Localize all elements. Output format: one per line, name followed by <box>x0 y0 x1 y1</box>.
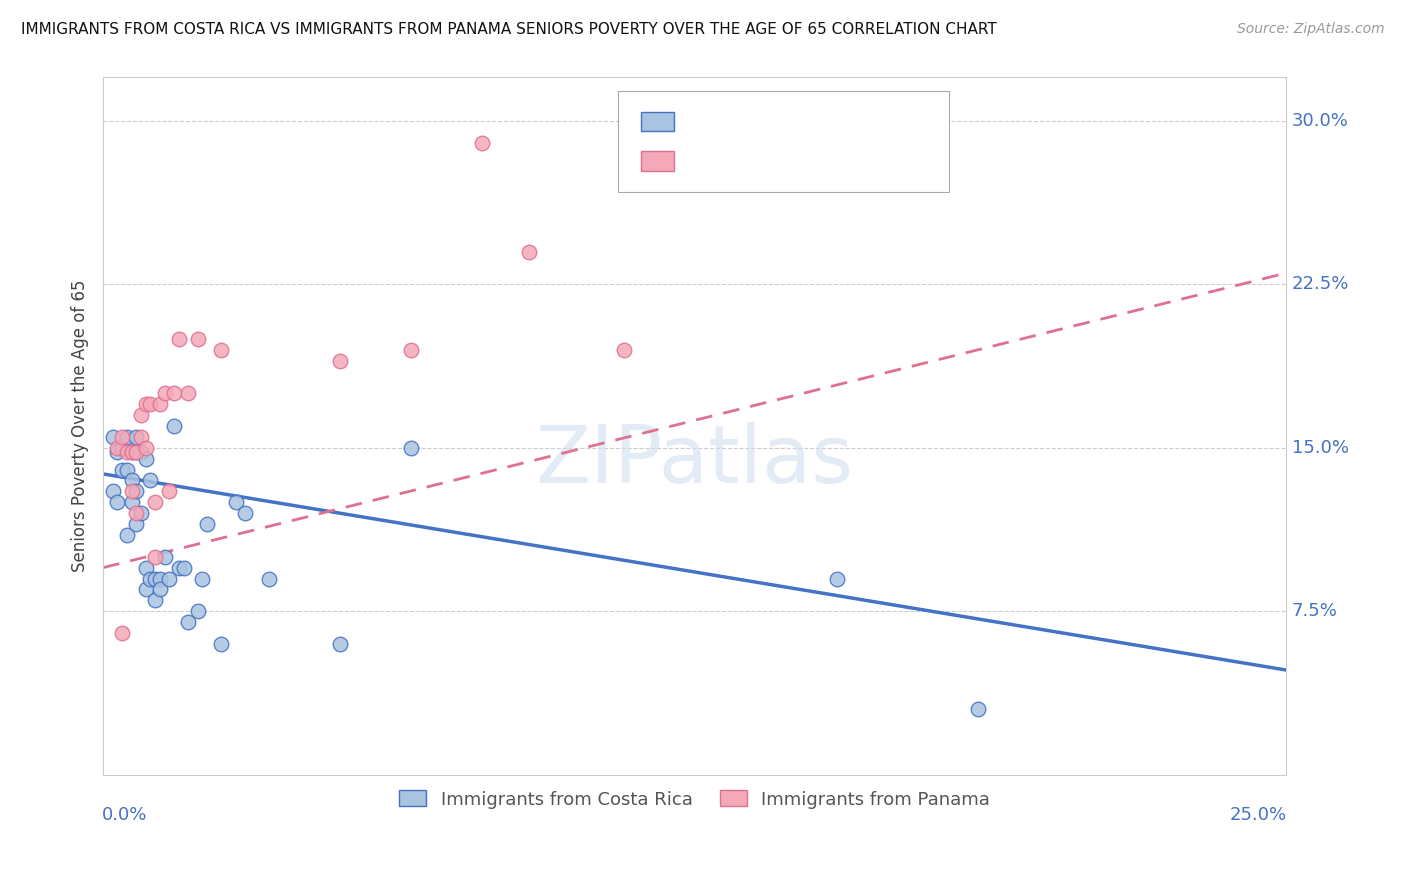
Point <box>111 462 134 476</box>
Point <box>143 549 166 564</box>
Point <box>209 637 232 651</box>
Point <box>195 516 218 531</box>
Point <box>177 615 200 629</box>
Point <box>121 445 143 459</box>
Text: Source: ZipAtlas.com: Source: ZipAtlas.com <box>1237 22 1385 37</box>
Point <box>613 343 636 357</box>
Bar <box>641 152 675 171</box>
Point <box>121 495 143 509</box>
Point <box>149 582 172 597</box>
Point <box>101 484 124 499</box>
Point <box>125 445 148 459</box>
Legend: Immigrants from Costa Rica, Immigrants from Panama: Immigrants from Costa Rica, Immigrants f… <box>392 783 997 816</box>
Point <box>111 430 134 444</box>
FancyBboxPatch shape <box>617 91 949 193</box>
Point <box>111 441 134 455</box>
Point <box>967 702 990 716</box>
Bar <box>641 112 675 131</box>
Point <box>105 495 128 509</box>
Point <box>163 386 186 401</box>
Text: 0.0%: 0.0% <box>103 806 148 824</box>
Point <box>177 386 200 401</box>
Point <box>121 474 143 488</box>
Point <box>187 604 209 618</box>
Point <box>135 441 157 455</box>
Text: 30.0%: 30.0% <box>1292 112 1348 130</box>
Point <box>121 445 143 459</box>
Point <box>115 445 138 459</box>
Point <box>121 484 143 499</box>
Point <box>157 572 180 586</box>
Point <box>115 430 138 444</box>
Point <box>399 441 422 455</box>
Point <box>173 560 195 574</box>
Point <box>105 441 128 455</box>
Point <box>135 397 157 411</box>
Point <box>111 626 134 640</box>
Text: N = 29: N = 29 <box>823 153 890 170</box>
Point <box>115 462 138 476</box>
Point <box>187 332 209 346</box>
Point <box>129 430 152 444</box>
Point <box>517 244 540 259</box>
Point <box>209 343 232 357</box>
Point <box>105 445 128 459</box>
Point <box>163 419 186 434</box>
Text: R = -0.231: R = -0.231 <box>686 112 792 130</box>
Point <box>129 445 152 459</box>
Point <box>125 484 148 499</box>
Point <box>135 451 157 466</box>
Point <box>143 495 166 509</box>
Point <box>825 572 848 586</box>
Text: 7.5%: 7.5% <box>1292 602 1337 620</box>
Point <box>139 572 162 586</box>
Text: 22.5%: 22.5% <box>1292 276 1350 293</box>
Text: ZIPatlas: ZIPatlas <box>536 422 853 500</box>
Point <box>125 430 148 444</box>
Y-axis label: Seniors Poverty Over the Age of 65: Seniors Poverty Over the Age of 65 <box>72 280 89 573</box>
Text: IMMIGRANTS FROM COSTA RICA VS IMMIGRANTS FROM PANAMA SENIORS POVERTY OVER THE AG: IMMIGRANTS FROM COSTA RICA VS IMMIGRANTS… <box>21 22 997 37</box>
Point <box>125 445 148 459</box>
Point <box>399 343 422 357</box>
Point <box>149 572 172 586</box>
Text: N = 44: N = 44 <box>823 112 890 130</box>
Point <box>233 506 256 520</box>
Point <box>149 397 172 411</box>
Point <box>135 582 157 597</box>
Text: 15.0%: 15.0% <box>1292 439 1348 457</box>
Point <box>329 353 352 368</box>
Point <box>125 506 148 520</box>
Point <box>129 408 152 422</box>
Point <box>157 484 180 499</box>
Point <box>129 506 152 520</box>
Point <box>115 528 138 542</box>
Point <box>125 516 148 531</box>
Text: R =  0.336: R = 0.336 <box>686 153 790 170</box>
Point <box>471 136 494 150</box>
Point <box>139 397 162 411</box>
Point <box>707 136 730 150</box>
Point <box>143 572 166 586</box>
Point <box>135 560 157 574</box>
Point <box>257 572 280 586</box>
Point <box>329 637 352 651</box>
Point <box>167 560 190 574</box>
Point <box>225 495 247 509</box>
Point <box>101 430 124 444</box>
Point <box>167 332 190 346</box>
Text: 25.0%: 25.0% <box>1230 806 1286 824</box>
Point <box>143 593 166 607</box>
Point <box>153 386 176 401</box>
Point <box>139 474 162 488</box>
Point <box>153 549 176 564</box>
Point <box>191 572 214 586</box>
